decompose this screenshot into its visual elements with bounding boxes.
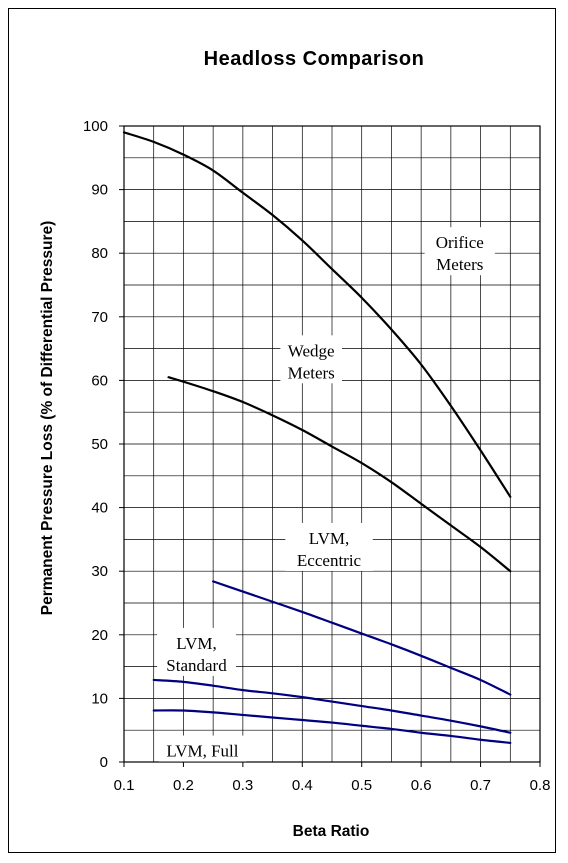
series-line-lvm-full (152, 709, 512, 745)
annotation-label: Orifice Meters (424, 227, 495, 276)
x-tick-label: 0.5 (351, 777, 372, 794)
annotation-text: LVM, (309, 529, 349, 548)
annotation-label: Wedge Meters (280, 335, 342, 384)
y-axis-label: Permanent Pressure Loss (% of Differenti… (39, 221, 56, 616)
series-line-lvm-eccentric (212, 580, 512, 696)
annotation-label: LVM, Full (158, 735, 247, 762)
chart-title: Headloss Comparison (204, 48, 425, 70)
annotation-text: LVM, Full (166, 742, 238, 761)
annotation-background (424, 227, 495, 276)
y-tick-label: 100 (83, 118, 108, 135)
y-tick-label: 0 (100, 754, 108, 771)
y-tick-label: 20 (91, 627, 108, 644)
chart-frame (8, 8, 556, 853)
annotation-background (157, 627, 236, 676)
annotation-text: Orifice (436, 233, 484, 252)
annotation-label: LVM, Standard (157, 627, 236, 676)
x-tick-label: 0.4 (292, 777, 313, 794)
y-tick-label: 30 (91, 563, 108, 580)
annotation-text: LVM, (176, 634, 216, 653)
y-tick-label: 50 (91, 436, 108, 453)
y-tick-label: 40 (91, 500, 108, 517)
axis-ticks: 0 10 20 30 40 50 60 70 80 90 100 0.1 0.2 0.3 0.4 0.5 0.6… (83, 118, 550, 794)
x-tick-label: 0.8 (530, 777, 551, 794)
series-layer (122, 131, 512, 745)
series-line-lvm-standard (152, 678, 512, 734)
annotation-text: Meters (288, 363, 335, 382)
y-tick-label: 80 (91, 245, 108, 262)
annotation-text: Eccentric (297, 551, 362, 570)
annotation-label: LVM, Eccentric (285, 522, 373, 571)
x-tick-label: 0.3 (232, 777, 253, 794)
x-tick-label: 0.6 (411, 777, 432, 794)
annotation-background (285, 522, 373, 571)
series-line-orifice-meters (122, 131, 512, 498)
x-tick-label: 0.2 (173, 777, 194, 794)
annotations: OrificeMetersWedgeMetersLVM,EccentricLVM… (157, 227, 495, 762)
x-tick-label: 0.7 (470, 777, 491, 794)
annotation-background (158, 735, 247, 762)
x-tick-label: 0.1 (114, 777, 135, 794)
y-tick-label: 90 (91, 182, 108, 199)
series-line-wedge-meters (167, 376, 512, 573)
annotation-background (280, 335, 342, 384)
y-tick-label: 10 (91, 690, 108, 707)
annotation-text: Meters (436, 255, 483, 274)
x-axis-label: Beta Ratio (293, 823, 370, 840)
annotation-text: Wedge (288, 341, 335, 360)
y-tick-label: 60 (91, 372, 108, 389)
annotation-text: Standard (166, 656, 227, 675)
y-tick-label: 70 (91, 309, 108, 326)
